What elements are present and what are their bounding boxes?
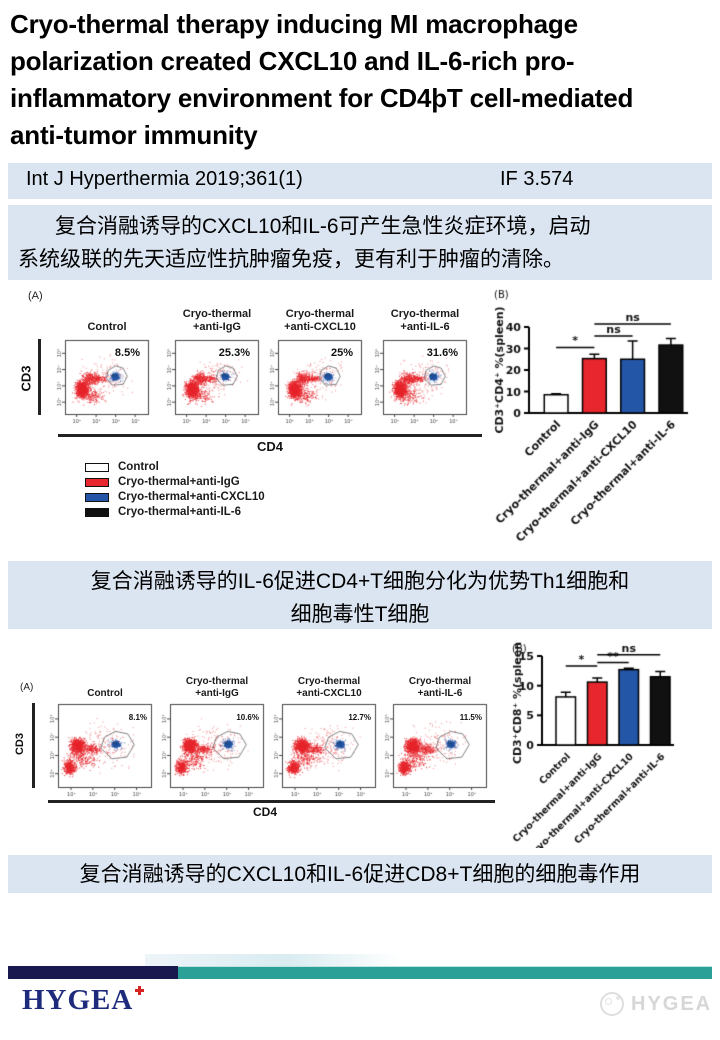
panel-a-label: (A) — [28, 290, 43, 302]
hygea-logo-text: HYGEA — [22, 984, 134, 1016]
watermark-seal-icon — [600, 992, 624, 1016]
gated-percent: 25% — [330, 347, 353, 359]
flow-scatter-canvas — [266, 339, 363, 425]
figure-1: (A) Control Cryo-thermal +anti-IgG Cryo-… — [0, 288, 720, 556]
figure-2: (A) Control Cryo-thermal +anti-IgG Cryo-… — [0, 642, 720, 850]
gated-percent: 12.7% — [348, 713, 371, 722]
y-axis-label: CD3 — [18, 365, 34, 392]
red-cross-icon — [135, 986, 145, 995]
bar-chart-cd4 — [492, 288, 720, 550]
highlight-2-line-1: 复合消融诱导的IL-6促进CD4+T细胞分化为优势Th1细胞和 — [90, 570, 630, 593]
hygea-logo: HYGEA — [22, 984, 145, 1017]
flow-scatter-canvas — [53, 339, 150, 425]
flow-scatter-canvas — [163, 339, 260, 425]
flow-scatter-canvas — [371, 339, 468, 425]
flow-plot: 11.5% — [381, 703, 488, 798]
flow-plot: 25% — [266, 339, 363, 425]
y-axis-label: CD3 — [14, 733, 26, 756]
panel-a-label: (A) — [20, 682, 34, 693]
gated-percent: 11.5% — [459, 713, 482, 722]
flow-scatter-canvas — [381, 703, 488, 798]
flow-plot: 10.6% — [158, 703, 265, 798]
figure-legend: Control Cryo-thermal+anti-IgG Cryo-therm… — [85, 460, 265, 520]
highlight-2-line-2: 细胞毒性T细胞 — [290, 603, 430, 626]
title-line: Cryo-thermal therapy inducing MI macroph… — [10, 9, 578, 39]
x-axis-label: CD4 — [256, 439, 283, 454]
footer-teal-bar — [178, 966, 712, 979]
impact-factor: IF 3.574 — [500, 168, 574, 190]
x-axis-bar — [58, 434, 482, 437]
highlight-band-3: 复合消融诱导的CXCL10和IL-6促进CD8+T细胞的细胞毒作用 — [8, 855, 712, 893]
legend-swatch — [85, 507, 109, 517]
legend-swatch — [85, 462, 109, 472]
legend-item: Cryo-thermal+anti-IgG — [85, 475, 265, 489]
highlight-band-2: 复合消融诱导的IL-6促进CD4+T细胞分化为优势Th1细胞和 细胞毒性T细胞 — [8, 561, 712, 629]
legend-swatch — [85, 492, 109, 502]
flow-plot-title: Cryo-thermal +anti-IL-6 — [408, 676, 472, 699]
flow-scatter-canvas — [158, 703, 265, 798]
y-axis-bar — [38, 339, 41, 415]
highlight-1-line-1: 复合消融诱导的CXCL10和IL-6可产生急性炎症环境，启动 — [55, 215, 591, 238]
journal-reference: Int J Hyperthermia 2019;361(1) — [26, 168, 303, 190]
legend-item: Cryo-thermal+anti-IL-6 — [85, 505, 265, 519]
title-line: polarization created CXCL10 and IL-6-ric… — [10, 46, 575, 76]
title-line: anti-tumor immunity — [10, 120, 258, 150]
footer-navy-bar — [8, 966, 178, 979]
highlight-band-1: 复合消融诱导的CXCL10和IL-6可产生急性炎症环境，启动 系统级联的先天适应… — [8, 205, 712, 280]
flow-plot: 8.1% — [46, 703, 153, 798]
hygea-watermark: HYGEA — [600, 992, 712, 1016]
legend-label: Cryo-thermal+anti-IgG — [118, 476, 240, 488]
x-axis-label: CD4 — [252, 805, 277, 819]
highlight-1-line-2: 系统级联的先天适应性抗肿瘤免疫，更有利于肿瘤的清除。 — [18, 248, 564, 271]
bar-chart-cd8 — [510, 642, 720, 848]
flow-plot-title: Cryo-thermal +anti-IgG — [182, 308, 252, 333]
gated-percent: 8.1% — [128, 713, 147, 722]
flow-plot: 31.6% — [371, 339, 468, 425]
footer-glow-strip — [145, 954, 403, 966]
legend-label: Cryo-thermal+anti-IL-6 — [118, 506, 242, 518]
legend-label: Control — [118, 461, 159, 473]
gated-percent: 10.6% — [236, 713, 259, 722]
flow-plot: 25.3% — [163, 339, 260, 425]
flow-plot: 12.7% — [270, 703, 377, 798]
flow-plot-title: Cryo-thermal +anti-IgG — [185, 676, 249, 699]
journal-band: Int J Hyperthermia 2019;361(1) IF 3.574 — [8, 163, 712, 199]
gated-percent: 31.6% — [426, 347, 458, 359]
legend-item: Control — [85, 460, 265, 474]
legend-item: Cryo-thermal+anti-CXCL10 — [85, 490, 265, 504]
flow-scatter-canvas — [270, 703, 377, 798]
flow-plot-title: Cryo-thermal +anti-CXCL10 — [296, 676, 362, 699]
flow-plot-title: Cryo-thermal +anti-CXCL10 — [284, 308, 356, 333]
flow-plot: 8.5% — [53, 339, 150, 425]
flow-plot-title: Control — [87, 688, 123, 699]
footer: HYGEA HYGEA — [0, 950, 720, 1040]
flow-scatter-canvas — [46, 703, 153, 798]
watermark-text: HYGEA — [631, 992, 713, 1015]
highlight-3-line: 复合消融诱导的CXCL10和IL-6促进CD8+T细胞的细胞毒作用 — [79, 863, 641, 886]
flow-plot-title: Cryo-thermal +anti-IL-6 — [390, 308, 460, 333]
legend-swatch — [85, 477, 109, 487]
legend-label: Cryo-thermal+anti-CXCL10 — [118, 491, 265, 503]
gated-percent: 8.5% — [114, 347, 140, 359]
x-axis-bar — [48, 800, 495, 803]
paper-title: Cryo-thermal therapy inducing MI macroph… — [10, 6, 716, 154]
title-line: inflammatory environment for CD4þT cell-… — [10, 83, 634, 113]
gated-percent: 25.3% — [218, 347, 250, 359]
y-axis-bar — [32, 703, 35, 788]
flow-plot-title: Control — [87, 321, 127, 333]
